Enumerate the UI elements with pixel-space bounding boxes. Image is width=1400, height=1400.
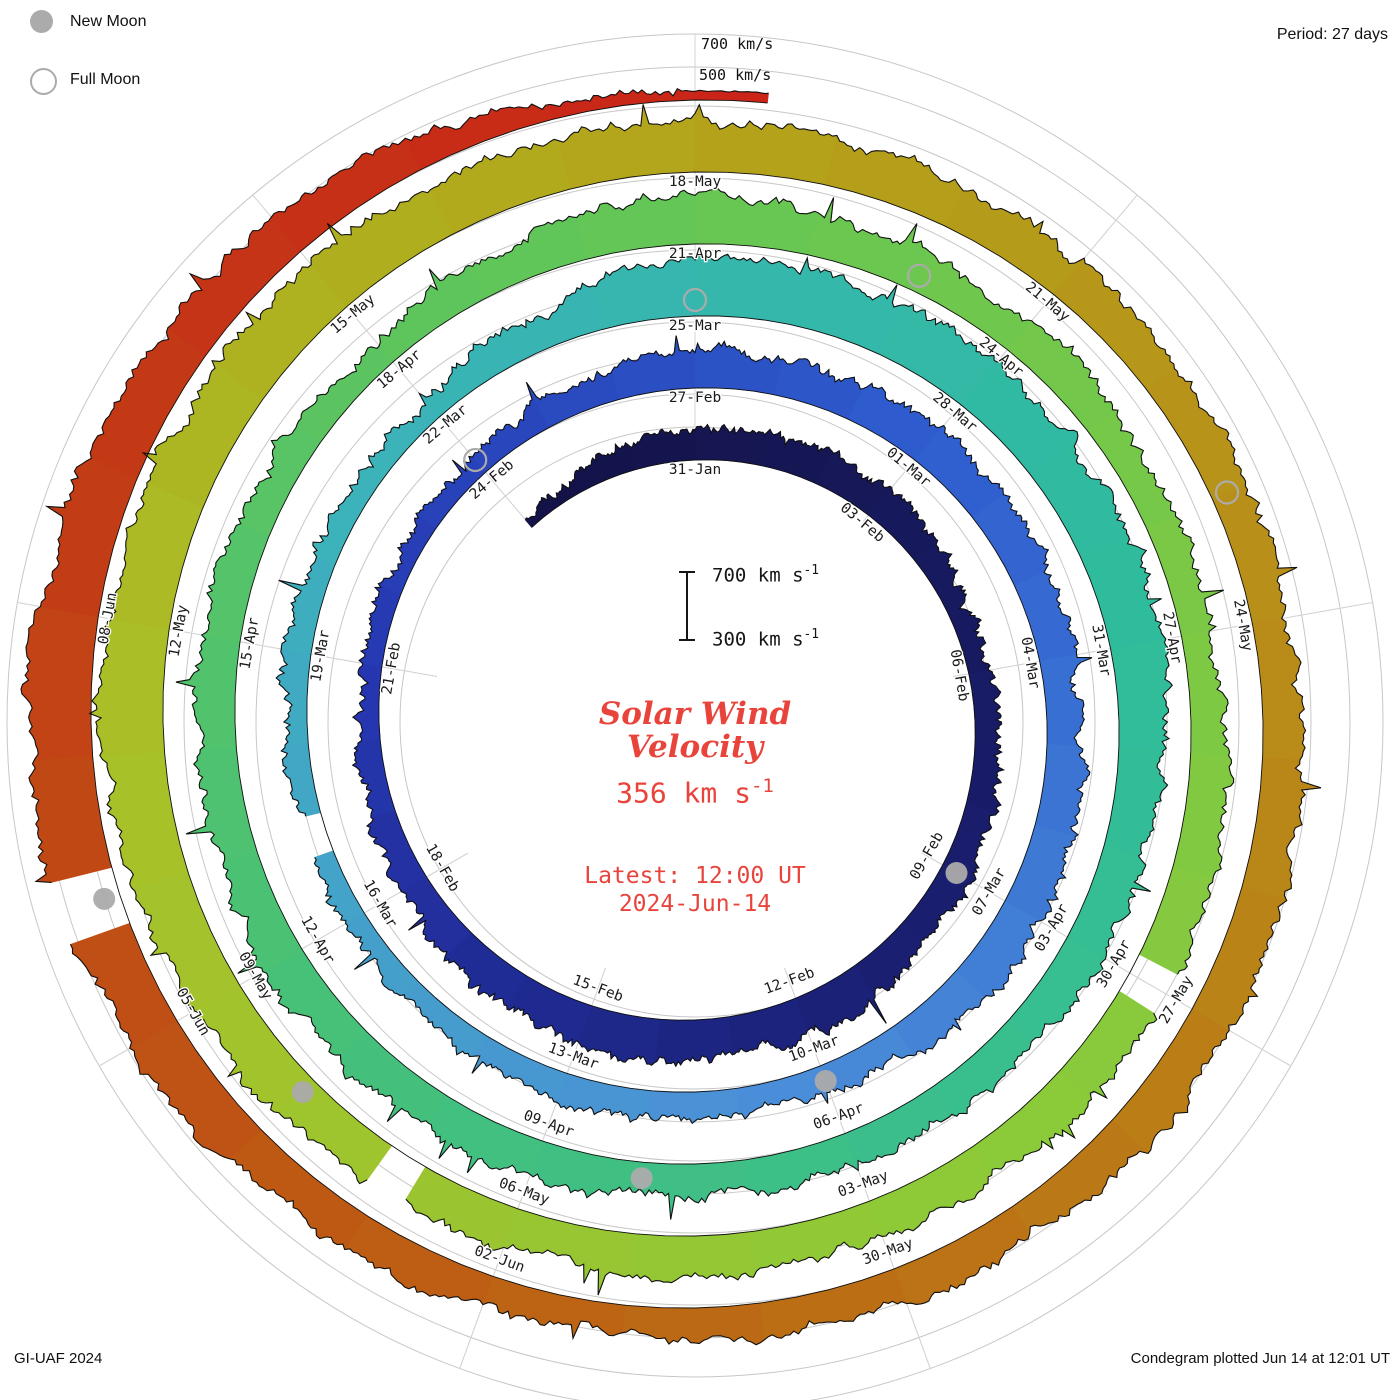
plotted-timestamp: Condegram plotted Jun 14 at 12:01 UT bbox=[1130, 1350, 1390, 1367]
credit-label: GI-UAF 2024 bbox=[14, 1350, 103, 1367]
scale-label-300: 300 km s-1 bbox=[712, 627, 820, 651]
svg-text:31-Jan: 31-Jan bbox=[669, 462, 721, 478]
svg-text:21-Apr: 21-Apr bbox=[669, 246, 722, 262]
velocity-scale-bar bbox=[679, 571, 695, 641]
latest-time-line: Latest: 12:00 UT bbox=[584, 863, 806, 889]
chart-title-line2: Velocity bbox=[626, 729, 764, 765]
new-moon-label: New Moon bbox=[70, 13, 147, 30]
latest-velocity-value: 356 km s-1 bbox=[616, 775, 774, 810]
grid-label-700: 700 km/s bbox=[701, 35, 774, 53]
svg-text:25-Mar: 25-Mar bbox=[669, 318, 722, 334]
svg-text:18-May: 18-May bbox=[669, 174, 722, 190]
svg-text:27-Feb: 27-Feb bbox=[669, 390, 721, 406]
full-moon-label: Full Moon bbox=[70, 71, 141, 88]
latest-timestamp: Latest: 12:00 UT 2024-Jun-14 bbox=[495, 862, 895, 918]
grid-label-500: 500 km/s bbox=[699, 66, 772, 84]
scale-label-700: 700 km s-1 bbox=[712, 563, 820, 587]
latest-date-line: 2024-Jun-14 bbox=[618, 891, 772, 917]
new-moon-icon bbox=[30, 10, 53, 33]
period-label: Period: 27 days bbox=[1276, 26, 1388, 43]
chart-title: Solar Wind Velocity bbox=[495, 698, 895, 764]
chart-title-line1: Solar Wind bbox=[598, 696, 792, 732]
full-moon-icon bbox=[30, 68, 57, 95]
